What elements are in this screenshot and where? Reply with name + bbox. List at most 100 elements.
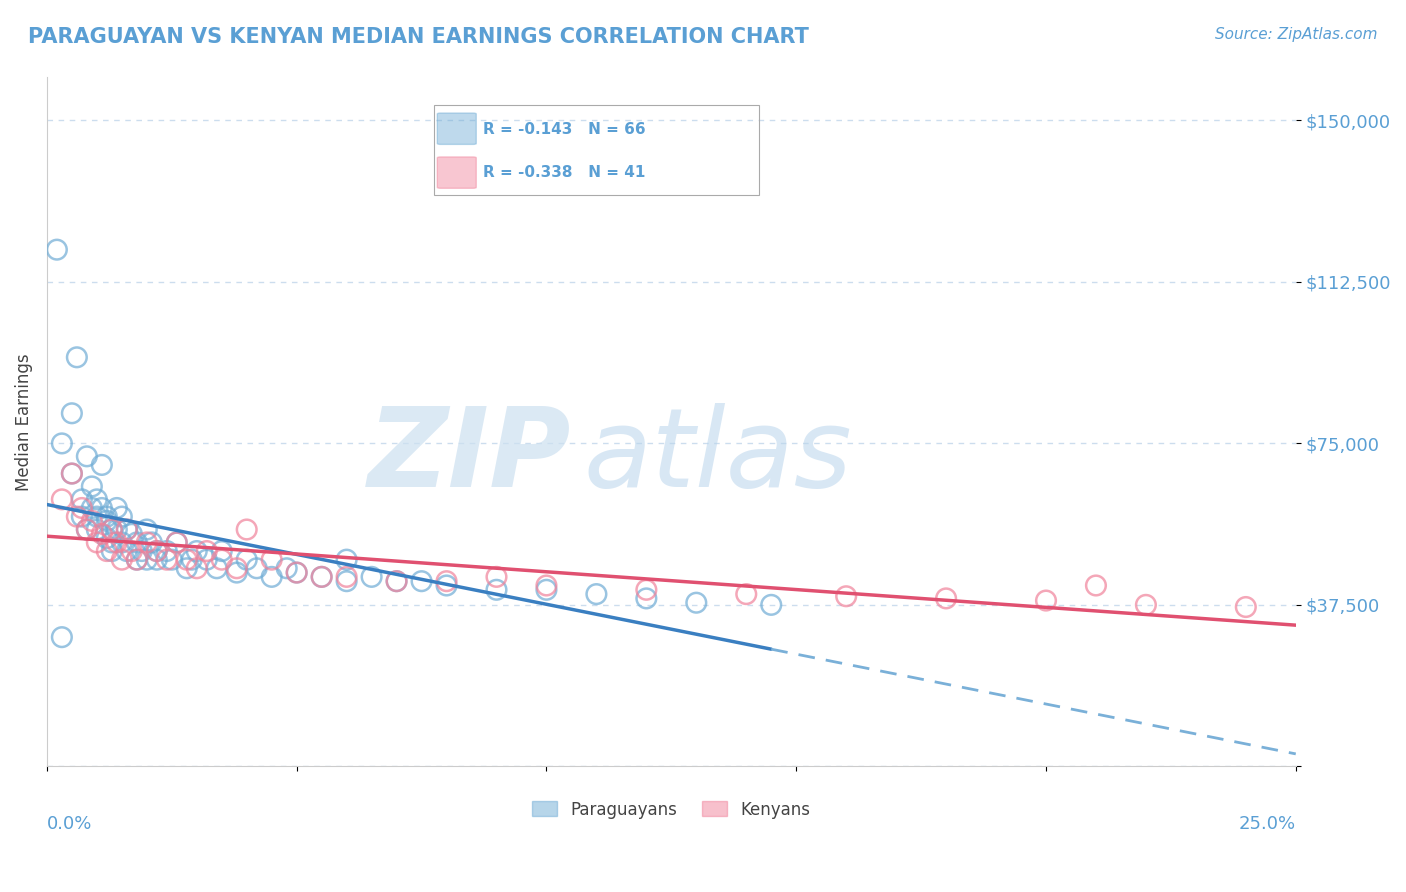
Point xyxy=(935,591,957,606)
Point xyxy=(166,535,188,549)
Point xyxy=(76,523,98,537)
Point xyxy=(86,492,108,507)
Point xyxy=(176,552,198,566)
Point xyxy=(186,561,208,575)
Point xyxy=(101,535,124,549)
Point xyxy=(485,570,508,584)
Point xyxy=(636,582,658,597)
Point xyxy=(135,523,157,537)
Point xyxy=(76,450,98,464)
Point xyxy=(211,544,233,558)
Point xyxy=(385,574,408,589)
Point xyxy=(436,574,458,589)
Point xyxy=(125,552,148,566)
Point xyxy=(336,552,359,566)
Point xyxy=(311,570,333,584)
Text: 0.0%: 0.0% xyxy=(46,814,93,832)
Point xyxy=(86,535,108,549)
Point xyxy=(101,523,124,537)
Point xyxy=(166,535,188,549)
Point xyxy=(180,552,202,566)
Point xyxy=(536,578,558,592)
Y-axis label: Median Earnings: Median Earnings xyxy=(15,353,32,491)
Point xyxy=(101,544,124,558)
Text: 25.0%: 25.0% xyxy=(1239,814,1296,832)
Point xyxy=(111,552,134,566)
Point xyxy=(105,535,128,549)
Point xyxy=(76,523,98,537)
Point xyxy=(111,509,134,524)
Point xyxy=(51,630,73,644)
Point xyxy=(536,582,558,597)
Point xyxy=(225,561,247,575)
Point xyxy=(101,523,124,537)
Text: ZIP: ZIP xyxy=(368,403,571,510)
Point xyxy=(195,544,218,558)
Point xyxy=(235,552,257,566)
Point xyxy=(225,566,247,580)
Point xyxy=(1135,598,1157,612)
Point xyxy=(156,552,179,566)
Point xyxy=(235,523,257,537)
Point xyxy=(135,552,157,566)
Text: PARAGUAYAN VS KENYAN MEDIAN EARNINGS CORRELATION CHART: PARAGUAYAN VS KENYAN MEDIAN EARNINGS COR… xyxy=(28,27,808,46)
Point xyxy=(285,566,308,580)
Point xyxy=(45,243,67,257)
Point xyxy=(160,552,183,566)
Point xyxy=(121,526,143,541)
Point xyxy=(60,406,83,420)
Point xyxy=(86,509,108,524)
Point xyxy=(246,561,269,575)
Point xyxy=(1084,578,1107,592)
Point xyxy=(80,514,103,528)
Point xyxy=(96,531,118,545)
Point xyxy=(125,552,148,566)
Point xyxy=(146,552,169,566)
Point xyxy=(336,574,359,589)
Point xyxy=(211,552,233,566)
Point xyxy=(146,544,169,558)
Point xyxy=(385,574,408,589)
Point xyxy=(60,467,83,481)
Point xyxy=(176,561,198,575)
Point xyxy=(96,509,118,524)
Point xyxy=(70,500,93,515)
Point xyxy=(276,561,298,575)
Point xyxy=(186,544,208,558)
Point xyxy=(195,552,218,566)
Point xyxy=(121,544,143,558)
Point xyxy=(111,535,134,549)
Point xyxy=(360,570,382,584)
Point xyxy=(51,436,73,450)
Point xyxy=(260,570,283,584)
Point xyxy=(260,552,283,566)
Point xyxy=(835,589,858,603)
Point xyxy=(115,523,138,537)
Point xyxy=(90,500,112,515)
Point xyxy=(80,479,103,493)
Text: atlas: atlas xyxy=(583,403,852,510)
Point xyxy=(135,535,157,549)
Point xyxy=(125,535,148,549)
Point xyxy=(86,523,108,537)
Point xyxy=(80,500,103,515)
Point xyxy=(146,544,169,558)
Point xyxy=(96,544,118,558)
Point xyxy=(105,500,128,515)
Point xyxy=(105,523,128,537)
Point xyxy=(115,523,138,537)
Text: Source: ZipAtlas.com: Source: ZipAtlas.com xyxy=(1215,27,1378,42)
Point xyxy=(336,570,359,584)
Point xyxy=(761,598,783,612)
Point xyxy=(90,458,112,472)
Point xyxy=(66,351,89,365)
Point xyxy=(636,591,658,606)
Legend: Paraguayans, Kenyans: Paraguayans, Kenyans xyxy=(523,792,818,827)
Point xyxy=(311,570,333,584)
Point xyxy=(70,492,93,507)
Point xyxy=(60,467,83,481)
Point xyxy=(685,596,707,610)
Point xyxy=(411,574,433,589)
Point xyxy=(115,544,138,558)
Point xyxy=(436,578,458,592)
